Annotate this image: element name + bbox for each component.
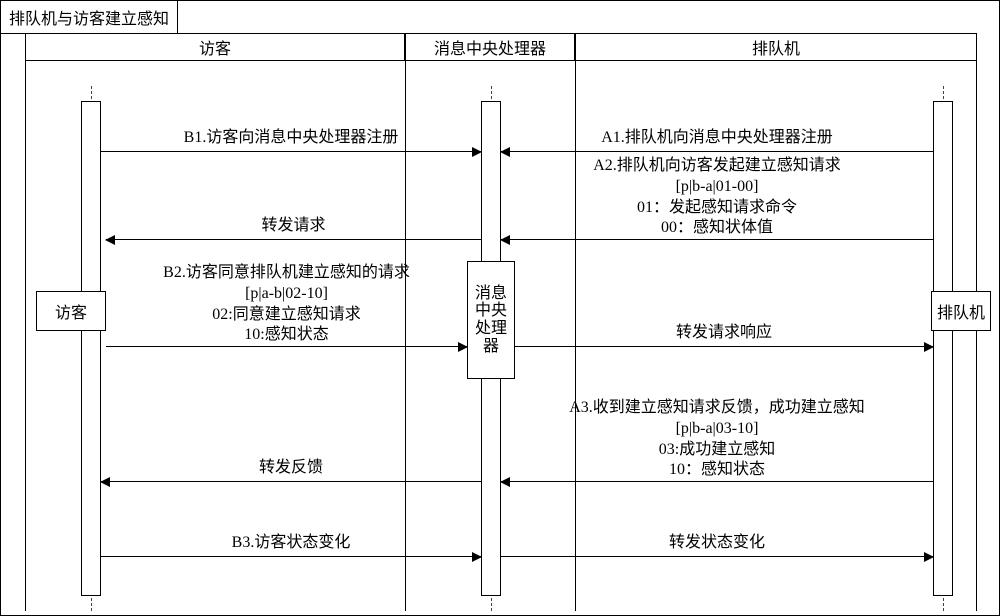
message-label-line: A3.收到建立感知请求反馈，成功建立感知 [501, 398, 933, 419]
message-label-fwd2: 转发请求响应 [515, 323, 933, 344]
activation-queue_act [933, 101, 953, 596]
message-label-line: 转发请求 [106, 216, 481, 237]
lane-header-processor: 消息中央处理器 [405, 33, 575, 61]
sequence-diagram: 排队机与访客建立感知访客消息中央处理器排队机访客消息中央处理器排队机B1.访客向… [0, 0, 1000, 616]
message-label-line: 转发请求响应 [515, 323, 933, 344]
message-label-line: 10：感知状态 [501, 460, 933, 481]
message-label-line: B1.访客向消息中央处理器注册 [101, 128, 481, 149]
message-label-fwd3: 转发反馈 [101, 458, 481, 479]
message-label-a3: A3.收到建立感知请求反馈，成功建立感知[p|b-a|03-10]03:成功建立… [501, 398, 933, 481]
message-label-line: 转发反馈 [101, 458, 481, 479]
message-label-b1: B1.访客向消息中央处理器注册 [101, 128, 481, 149]
message-label-fwd1: 转发请求 [106, 216, 481, 237]
lane-header-queue: 排队机 [575, 33, 977, 61]
participant-processor_box: 消息中央处理器 [467, 261, 515, 379]
message-line-b1 [101, 151, 481, 152]
message-line-fwd2 [515, 346, 933, 347]
message-label-line: A2.排队机向访客发起建立感知请求 [501, 156, 933, 177]
message-label-line: [p|b-a|03-10] [501, 419, 933, 440]
lane-header-visitor: 访客 [25, 33, 405, 61]
participant-queue_box: 排队机 [931, 291, 991, 331]
message-label-line: 转发状态变化 [501, 533, 933, 554]
message-label-line: 02:同意建立感知请求 [106, 305, 467, 326]
participant-visitor_box: 访客 [36, 291, 106, 331]
message-label-b3: B3.访客状态变化 [101, 533, 481, 554]
message-label-fwd4: 转发状态变化 [501, 533, 933, 554]
message-line-a1 [501, 151, 933, 152]
diagram-title: 排队机与访客建立感知 [1, 1, 178, 34]
message-label-line: A1.排队机向消息中央处理器注册 [501, 128, 933, 149]
message-line-fwd4 [501, 556, 933, 557]
message-line-fwd3 [101, 481, 481, 482]
message-line-fwd1 [106, 239, 481, 240]
message-label-line: [p|a-b|02-10] [106, 284, 467, 305]
message-label-line: B3.访客状态变化 [101, 533, 481, 554]
message-label-b2: B2.访客同意排队机建立感知的请求[p|a-b|02-10]02:同意建立感知请… [106, 263, 467, 346]
message-label-line: B2.访客同意排队机建立感知的请求 [106, 263, 467, 284]
message-line-b3 [101, 556, 481, 557]
message-label-a2: A2.排队机向访客发起建立感知请求[p|b-a|01-00]01：发起感知请求命… [501, 156, 933, 239]
message-label-line: 01：发起感知请求命令 [501, 198, 933, 219]
message-label-a1: A1.排队机向消息中央处理器注册 [501, 128, 933, 149]
message-label-line: 10:感知状态 [106, 325, 467, 346]
message-label-line: 03:成功建立感知 [501, 440, 933, 461]
message-label-line: 00：感知状体值 [501, 218, 933, 239]
message-label-line: [p|b-a|01-00] [501, 177, 933, 198]
activation-visitor_act [81, 101, 101, 596]
